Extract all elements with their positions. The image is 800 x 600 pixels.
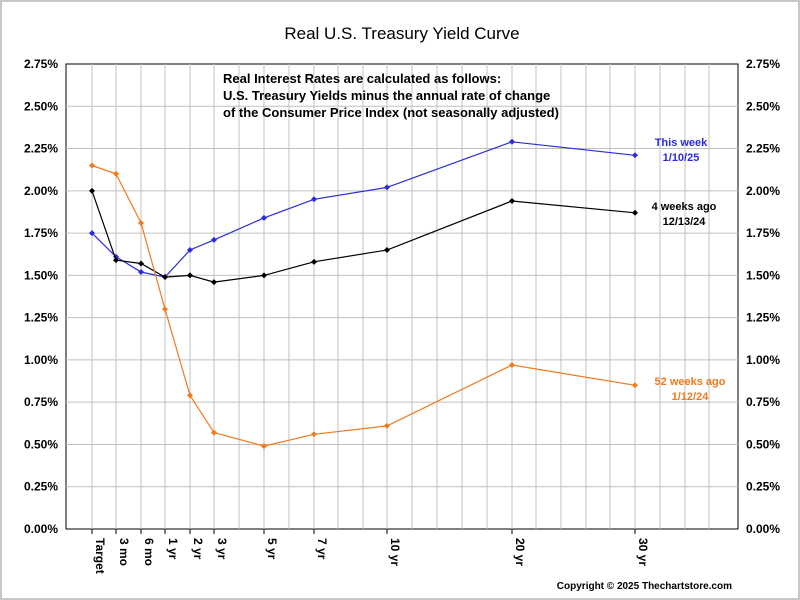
data-point xyxy=(211,429,217,436)
x-tick-label: 2 yr xyxy=(191,538,205,560)
y-axis-right: 0.00% 0.25% 0.50% 0.75% 1.00% 1.25% 1.50% 1.75%… xyxy=(746,57,780,536)
series-label: This week xyxy=(655,137,708,149)
y-tick-label-right: 1.25% xyxy=(746,311,780,325)
y-tick-label-right: 2.25% xyxy=(746,142,780,156)
x-tick-label: 1 yr xyxy=(166,538,180,560)
data-point xyxy=(311,431,317,438)
x-tick-label: 3 mo xyxy=(117,538,131,566)
y-tick-label-right: 1.50% xyxy=(746,268,780,282)
data-point xyxy=(162,274,168,281)
data-point xyxy=(138,219,144,226)
data-point xyxy=(384,422,390,429)
y-tick-label-right: 0.50% xyxy=(746,437,780,451)
y-tick-label-left: 0.00% xyxy=(24,522,58,536)
x-axis: Target 3 mo 6 mo 1 yr 2 yr 3 yr 5 yr 7 yr 10 yr 2… xyxy=(91,529,650,574)
y-tick-label-left: 2.25% xyxy=(24,142,58,156)
x-tick-label: 30 yr xyxy=(636,538,650,566)
copyright-text: Copyright © 2025 Thechartstore.com xyxy=(557,581,732,592)
data-point xyxy=(509,361,515,368)
data-point xyxy=(89,162,95,169)
data-point xyxy=(311,258,317,265)
data-point xyxy=(509,138,515,145)
y-tick-label-right: 0.25% xyxy=(746,480,780,494)
data-point xyxy=(138,260,144,267)
y-tick-label-left: 2.50% xyxy=(24,99,58,113)
y-tick-label-left: 0.75% xyxy=(24,395,58,409)
data-point xyxy=(187,272,193,279)
y-tick-label-right: 2.00% xyxy=(746,184,780,198)
series-label: 4 weeks ago xyxy=(652,201,717,213)
data-point xyxy=(632,209,638,216)
plot-area xyxy=(65,63,739,530)
data-point xyxy=(138,268,144,275)
data-point xyxy=(211,236,217,243)
y-tick-label-right: 0.75% xyxy=(746,395,780,409)
data-point xyxy=(211,279,217,286)
y-tick-label-left: 1.00% xyxy=(24,353,58,367)
x-tick-label: Target xyxy=(93,538,107,574)
data-point xyxy=(384,247,390,253)
note-line-3: of the Consumer Price Index (not seasona… xyxy=(223,105,559,120)
series-labels: This week 1/10/25 4 weeks ago 12/13/24 52 we… xyxy=(652,137,726,403)
x-tick-label: 10 yr xyxy=(388,538,402,566)
y-tick-label-left: 2.00% xyxy=(24,184,58,198)
y-axis-left: 0.00% 0.25% 0.50% 0.75% 1.00% 1.25% 1.50% 1.75%… xyxy=(24,57,58,536)
y-tick-label-left: 2.75% xyxy=(24,57,58,71)
data-point xyxy=(89,230,95,237)
y-tick-label-right: 2.75% xyxy=(746,57,780,71)
series-label: 12/13/24 xyxy=(663,216,707,228)
data-point xyxy=(113,257,119,264)
x-tick-label: 7 yr xyxy=(315,538,329,560)
series-label: 1/10/25 xyxy=(663,152,700,164)
note-line-2: U.S. Treasury Yields minus the annual ra… xyxy=(223,88,550,103)
data-point xyxy=(113,170,119,177)
data-point xyxy=(632,382,638,389)
y-tick-label-left: 0.25% xyxy=(24,480,58,494)
data-point xyxy=(187,392,193,399)
y-tick-label-left: 1.25% xyxy=(24,311,58,325)
data-point xyxy=(509,197,515,204)
data-point xyxy=(162,306,168,313)
x-tick-label: 6 mo xyxy=(142,538,156,566)
series-label: 52 weeks ago xyxy=(655,376,726,388)
data-point xyxy=(632,152,638,159)
series-label: 1/12/24 xyxy=(672,391,710,403)
x-tick-label: 3 yr xyxy=(215,538,229,560)
data-point xyxy=(261,272,267,279)
data-point xyxy=(384,184,390,191)
chart-title: Real U.S. Treasury Yield Curve xyxy=(284,24,519,43)
y-tick-label-right: 2.50% xyxy=(746,99,780,113)
grid-lines xyxy=(66,64,738,529)
data-point xyxy=(261,443,267,450)
methodology-note: Real Interest Rates are calculated as fo… xyxy=(223,71,559,120)
y-tick-label-right: 1.00% xyxy=(746,353,780,367)
x-tick-label: 5 yr xyxy=(265,538,279,560)
data-point xyxy=(89,187,95,194)
x-tick-label: 20 yr xyxy=(513,538,527,566)
data-point xyxy=(187,247,193,253)
y-tick-label-left: 0.50% xyxy=(24,437,58,451)
note-line-1: Real Interest Rates are calculated as fo… xyxy=(223,71,501,86)
data-point xyxy=(311,196,317,203)
series-group xyxy=(89,138,638,450)
y-tick-label-right: 0.00% xyxy=(746,522,780,536)
data-point xyxy=(261,214,267,221)
y-tick-label-left: 1.75% xyxy=(24,226,58,240)
y-tick-label-left: 1.50% xyxy=(24,268,58,282)
y-tick-label-right: 1.75% xyxy=(746,226,780,240)
